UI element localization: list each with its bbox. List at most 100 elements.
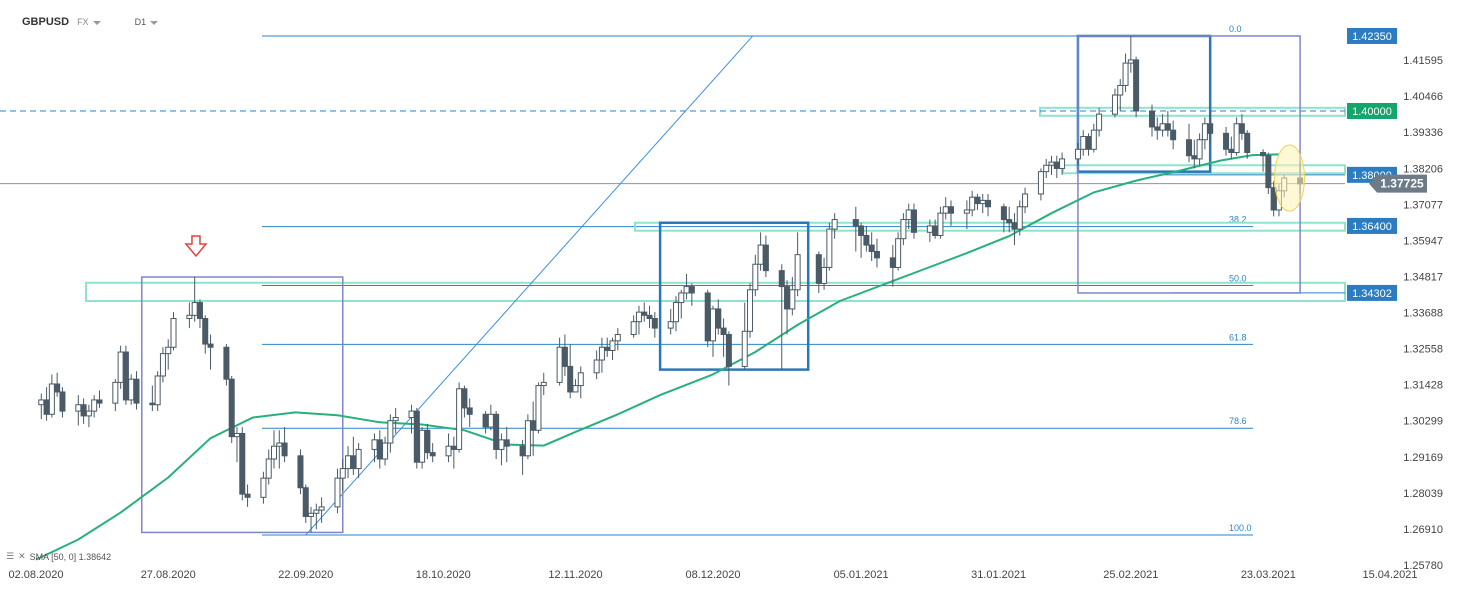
candle-down <box>863 235 870 246</box>
candle-up <box>1111 94 1118 115</box>
candle-down <box>948 206 955 214</box>
y-tick-label: 1.25780 <box>1403 560 1443 572</box>
y-tick-label: 1.40466 <box>1403 91 1443 103</box>
sma-line <box>35 153 1279 561</box>
candle-down <box>974 196 981 205</box>
candle-up <box>630 321 637 335</box>
y-tick-label: 1.30299 <box>1403 416 1443 428</box>
indicator-legend: ☰ ✕ SMA [50, 0] 1.38642 <box>6 551 111 562</box>
candle-up <box>1016 206 1023 230</box>
x-tick-label: 02.08.2020 <box>8 569 63 581</box>
candle-up <box>456 388 463 450</box>
candle-down <box>1207 123 1214 134</box>
candle-up <box>609 340 616 351</box>
candle-down <box>244 493 251 498</box>
candle-down <box>149 402 156 406</box>
market-label: FX <box>77 17 89 27</box>
candle-down <box>910 209 917 233</box>
candle-up <box>260 477 267 498</box>
candle-down <box>228 378 235 438</box>
candle-down <box>1164 123 1171 131</box>
candle-up <box>186 314 193 320</box>
down-arrow-icon <box>184 235 208 258</box>
y-tick-label: 1.31428 <box>1403 380 1443 392</box>
y-tick-label: 1.33688 <box>1403 308 1443 320</box>
candle-down <box>80 404 87 417</box>
candle-up <box>1122 62 1129 86</box>
highlight-ellipse <box>1274 144 1306 212</box>
candle-up <box>191 302 198 316</box>
sma-indicator-text: SMA [50, 0] 1.38642 <box>29 551 112 562</box>
candle-down <box>932 225 939 237</box>
candle-down <box>985 199 992 208</box>
candle-down <box>43 399 50 415</box>
price-tag <box>1347 27 1397 44</box>
y-tick-label: 1.35947 <box>1403 235 1443 247</box>
price-tag-label: 1.34302 <box>1352 288 1392 300</box>
candle-down <box>1011 222 1018 230</box>
candle-down <box>561 346 568 367</box>
candle-down <box>725 333 732 367</box>
candle-up <box>1074 148 1081 160</box>
candle-down <box>1238 123 1245 134</box>
candle-up <box>667 321 674 329</box>
timeframe-dropdown-icon[interactable] <box>150 20 159 25</box>
candle-up <box>524 420 531 457</box>
candle-up <box>821 266 828 284</box>
candle-down <box>1265 155 1272 189</box>
candle-up <box>392 416 399 422</box>
candle-up <box>334 477 341 508</box>
candle-up <box>635 311 642 323</box>
indicator-menu-icon[interactable]: ☰ <box>6 551 15 561</box>
candle-up <box>308 512 315 517</box>
candle-up <box>154 375 161 406</box>
candle-down <box>604 346 611 351</box>
candle-up <box>233 432 240 438</box>
candle-down <box>350 455 357 470</box>
candle-up <box>969 196 976 211</box>
x-tick-label: 12.11.2020 <box>548 569 602 581</box>
candle-down <box>720 327 727 335</box>
candle-up <box>1043 164 1050 173</box>
candle-up <box>1048 161 1055 166</box>
candle-up <box>540 381 547 387</box>
candle-down <box>482 413 489 428</box>
candle-down <box>376 439 383 460</box>
candle-up <box>900 219 907 240</box>
candle-up <box>159 353 166 377</box>
price-tag-label: 1.36400 <box>1352 221 1392 233</box>
candle-up <box>48 383 55 415</box>
candle-down <box>96 399 103 404</box>
candle-up <box>487 413 494 428</box>
x-tick-label: 22.09.2020 <box>278 569 333 581</box>
indicator-close-icon[interactable]: ✕ <box>18 551 26 561</box>
candle-up <box>1080 136 1087 150</box>
candle-up <box>598 346 605 361</box>
candle-up <box>593 359 600 374</box>
candle-up <box>577 372 584 387</box>
candle-up <box>752 263 759 291</box>
candle-down <box>202 318 209 345</box>
x-tick-label: 05.01.2021 <box>834 569 889 581</box>
support-zone-134302 <box>85 281 1346 302</box>
candle-up <box>1096 113 1103 131</box>
x-tick-label: 25.02.2021 <box>1103 569 1158 581</box>
candle-down <box>466 407 473 415</box>
candle-up <box>85 410 92 417</box>
y-tick-label: 1.41595 <box>1403 55 1443 67</box>
candle-down <box>223 346 230 380</box>
fib-level-label: 38.2 <box>1229 215 1247 225</box>
range-box-blue-mid <box>658 221 810 371</box>
candle-down <box>196 302 203 320</box>
candle-down <box>1170 129 1177 141</box>
candle-up <box>942 206 949 214</box>
timeframe-label[interactable]: D1 <box>134 17 147 27</box>
candle-down <box>122 351 129 401</box>
candle-up <box>683 286 690 294</box>
candle-down <box>281 442 288 457</box>
candle-down <box>868 244 875 252</box>
market-dropdown-icon[interactable] <box>92 20 101 25</box>
candle-up <box>757 244 764 265</box>
